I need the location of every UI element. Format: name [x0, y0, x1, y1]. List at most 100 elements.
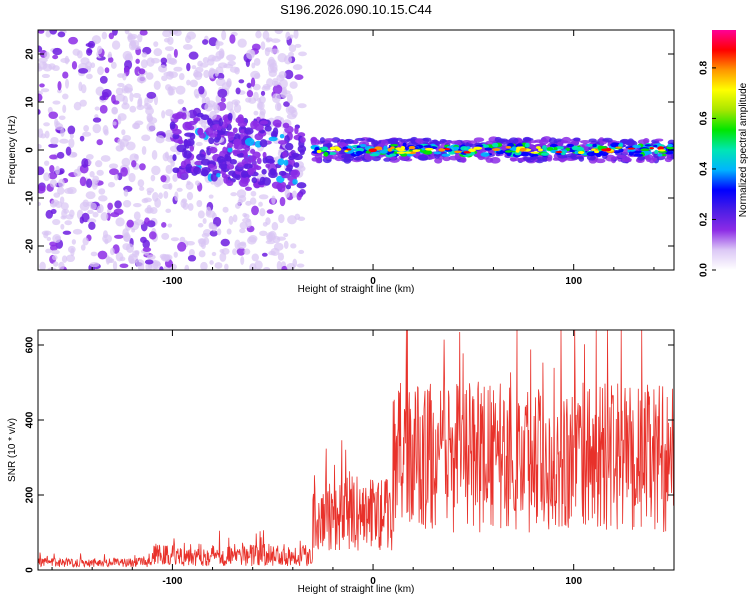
spectrogram-cell: [137, 179, 145, 187]
spectrogram-cell: [251, 205, 259, 216]
spectrogram-cell: [226, 78, 232, 88]
spectrogram-cell: [231, 111, 236, 121]
snr-panel: -100 0 100 0 200 400 600 Height of straight l…: [7, 329, 675, 595]
spectrogram-cell: [201, 169, 209, 177]
spectrogram-cell: [237, 38, 247, 48]
spectrogram-cell: [299, 188, 306, 195]
colorbar-tick-label: 0.2: [699, 212, 710, 226]
spectrogram-cell: [442, 156, 451, 162]
spectrogram-cell: [412, 149, 421, 152]
spectrogram-cell: [439, 138, 447, 143]
spectrogram-cell: [48, 111, 59, 120]
spectrogram-cell: [274, 122, 282, 128]
spectrogram-cell: [57, 31, 66, 38]
spectrogram-cell: [538, 139, 549, 145]
spectrogram-cell: [64, 78, 70, 89]
spectrogram-cell: [297, 132, 306, 138]
spectrogram-cell: [285, 184, 292, 190]
spectrogram-cell: [92, 211, 99, 218]
spectrogram-cell: [438, 148, 446, 152]
spectrogram-cell: [139, 30, 148, 36]
spectrogram-cell: [144, 217, 150, 225]
spectrogram-cell: [131, 160, 137, 168]
spectrogram-cell: [284, 142, 294, 151]
spectrogram-cell: [49, 179, 58, 188]
spectrogram-cell: [232, 248, 238, 256]
spectrogram-cell: [217, 88, 228, 98]
spectrogram-cell: [281, 90, 291, 95]
spectrogram-cell: [58, 178, 65, 188]
spectrogram-cell: [146, 91, 157, 99]
spectrogram-cell: [59, 138, 69, 144]
spectrogram-cell: [187, 254, 197, 262]
figure-title: S196.2026.090.10.15.C44: [280, 2, 432, 17]
spectrogram-cell: [186, 138, 195, 147]
spectrogram-cell: [45, 30, 52, 38]
spectrogram-cell: [193, 88, 199, 98]
spectrogram-cell: [142, 239, 150, 249]
spectrogram-cell: [137, 96, 143, 107]
spectrogram-cell: [291, 190, 297, 198]
spectrogram-cell: [136, 76, 147, 84]
spectrogram-cell: [257, 181, 265, 186]
spectrogram-cell: [250, 190, 257, 197]
y-tick-label: 0: [25, 567, 36, 573]
spectrogram-cell: [185, 163, 193, 172]
spectrogram-cell: [124, 83, 133, 94]
spectrogram-cell: [158, 192, 163, 200]
spectrogram-cell: [344, 150, 349, 153]
spectrogram-cell: [83, 124, 90, 132]
spectrogram-cell: [434, 157, 443, 164]
spectrogram-cell: [146, 57, 155, 67]
spectrogram-cell: [221, 30, 227, 41]
spectrogram-cell: [216, 156, 225, 164]
spectrogram-cell: [287, 215, 297, 225]
spectrogram-cell: [208, 222, 214, 230]
spectrogram-cell: [217, 131, 226, 136]
spectrogram-cell: [249, 197, 257, 205]
spectrogram-cell: [247, 168, 255, 176]
spectrogram-cell: [289, 34, 294, 39]
spectrogram-cell: [186, 191, 194, 201]
spectrogram-cell: [288, 155, 296, 161]
spectrogram-cell: [236, 247, 246, 256]
spectrogram-cell: [251, 177, 258, 184]
spectrogram-cell: [200, 114, 210, 121]
spectrogram-cell: [261, 252, 268, 257]
spectrogram-cell: [110, 247, 115, 256]
spectrogram-cell: [122, 134, 132, 142]
spectrogram-cell: [427, 156, 437, 160]
spectrogram-cell: [391, 137, 399, 145]
spectrogram-cell: [271, 66, 278, 73]
spectrogram-cell: [38, 57, 48, 63]
spectrogram-cell: [288, 44, 297, 53]
spectrogram-cell: [595, 158, 606, 164]
spectrogram-cell: [333, 146, 340, 150]
spectrogram-cell: [112, 260, 118, 270]
spectrogram-cell: [49, 165, 55, 173]
spectrogram-cell: [283, 159, 289, 166]
spectrogram-cell: [258, 201, 263, 207]
spectrogram-cell: [183, 139, 189, 147]
spectrogram-cell: [331, 137, 341, 143]
y-tick-label: 0: [25, 147, 36, 153]
spectrogram-cell: [243, 152, 249, 160]
spectrogram-cell: [63, 208, 70, 214]
spectrogram-cell: [648, 157, 655, 164]
spectrogram-cell: [632, 144, 642, 149]
spectrogram-cell: [64, 220, 73, 226]
spectrogram-cell: [185, 35, 192, 44]
spectrogram-cell: [196, 153, 206, 161]
spectrogram-cell: [237, 162, 245, 168]
spectrogram-cell: [177, 139, 184, 145]
spectrogram-cell: [271, 221, 279, 231]
spectrogram-cell: [640, 148, 650, 152]
spectrogram-cell: [109, 168, 119, 176]
spectrogram-cell: [271, 195, 276, 205]
spectrogram-cell: [111, 107, 119, 115]
spectrogram-cell: [480, 152, 490, 157]
spectrogram-cell: [72, 228, 83, 235]
spectrogram-cell: [644, 144, 652, 147]
spectrogram-cell: [234, 66, 240, 75]
